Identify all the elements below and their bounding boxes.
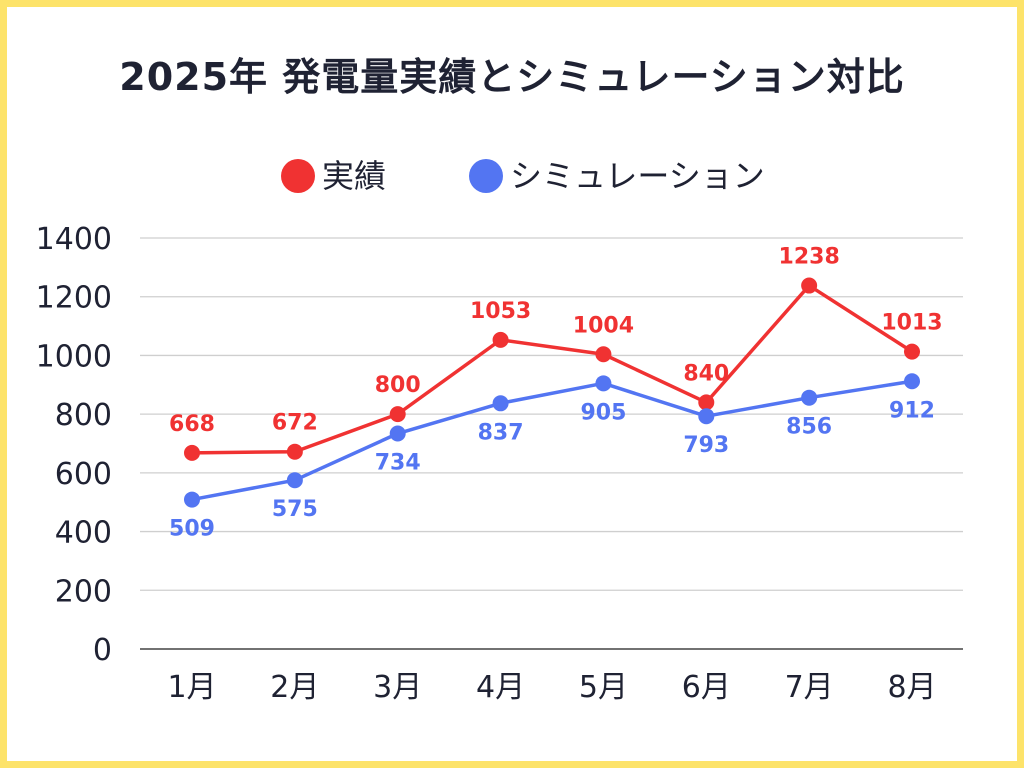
data-point [595,375,612,392]
data-point [801,277,818,294]
data-label: 509 [169,517,215,542]
data-point [492,395,509,412]
data-label: 800 [375,373,421,398]
data-point [904,343,920,360]
gridlines [140,237,963,591]
series [184,277,920,508]
axes: 0 200 400 600 800 1000 1200 1400 1月 2月 3月 4月 5月 6月 7月 8… [36,222,963,705]
y-tick-label: 400 [55,516,112,551]
data-point [801,389,818,406]
legend-label: 実績 [322,157,386,195]
legend-marker [469,159,503,193]
legend-label: シミュレーション [510,157,765,195]
legend-marker [281,159,315,193]
x-tick-label: 6月 [682,670,731,705]
x-tick-label: 5月 [579,670,628,705]
chart-title: 2025年 発電量実績とシミュレーション対比 [119,55,905,99]
data-point [184,444,200,461]
y-tick-label: 200 [55,574,112,609]
series-line-1 [191,283,913,455]
data-label: 840 [683,361,729,386]
data-point [389,425,406,442]
data-point [184,491,200,508]
data-label: 575 [272,497,318,522]
y-tick-label: 800 [55,398,112,433]
data-point [904,373,920,390]
data-label: 1004 [573,313,634,338]
data-point [698,394,715,411]
data-label: 856 [786,415,832,440]
data-point [286,472,303,489]
x-tick-label: 8月 [887,670,936,705]
data-point [698,408,715,425]
y-tick-label: 0 [93,633,112,668]
data-label: 668 [169,412,215,437]
y-tick-label: 1000 [36,339,112,374]
data-label: 734 [375,451,421,476]
series-line-2 [191,379,913,502]
x-tick-label: 4月 [476,670,525,705]
data-point [286,443,303,460]
x-tick-label: 2月 [270,670,319,705]
x-tick-label: 3月 [373,670,422,705]
data-label: 837 [478,420,524,445]
data-label: 1013 [881,311,942,336]
data-label: 912 [889,398,935,423]
data-label: 793 [683,433,729,458]
data-label: 672 [272,411,318,436]
data-point [389,406,406,423]
y-tick-label: 1200 [36,281,112,316]
data-label: 1053 [470,299,531,324]
y-tick-label: 600 [55,457,112,492]
x-tick-label: 7月 [785,670,834,705]
x-tick-label: 1月 [167,670,216,705]
y-tick-label: 1400 [36,222,112,257]
data-label: 905 [580,400,626,425]
legend: 実績 シミュレーション [281,157,765,195]
data-labels: 668 672 800 1053 1004 840 1238 1013 509 575 734 837… [169,245,943,542]
data-point [595,346,612,363]
data-point [492,331,509,348]
data-label: 1238 [779,245,840,270]
